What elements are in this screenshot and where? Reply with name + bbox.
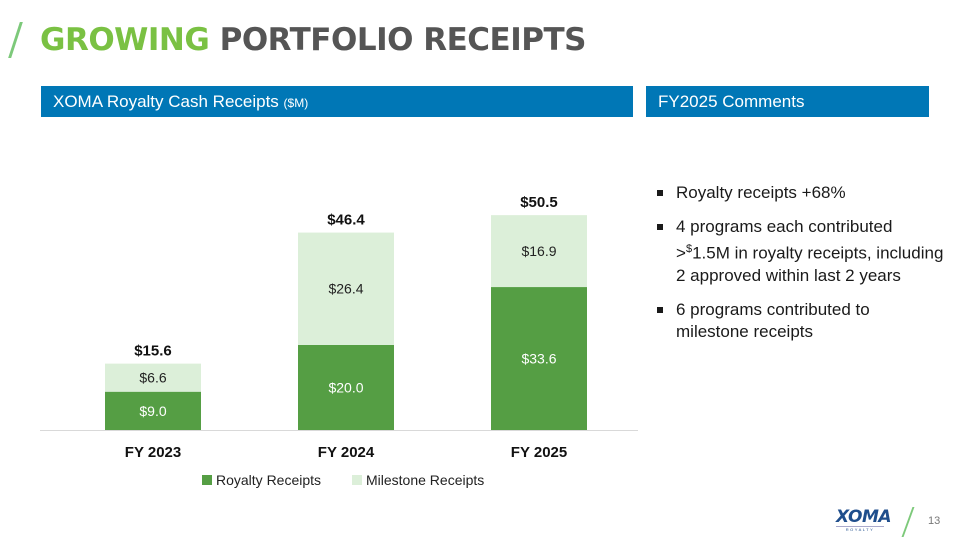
x-tick-label: FY 2025	[511, 444, 567, 461]
comment-item: Royalty receipts +68%	[656, 182, 946, 204]
x-tick-label: FY 2023	[125, 444, 181, 461]
total-label: $46.4	[327, 212, 365, 229]
stacked-bar-chart: $9.0 $6.6 $15.6 FY 2023 $20.0 $26.4 $46.4 FY 20…	[40, 194, 638, 488]
page-title: GROWING PORTFOLIO RECEIPTS	[40, 22, 586, 58]
data-label: $33.6	[521, 351, 556, 367]
bar-royalty	[105, 391, 201, 430]
comment-item: 4 programs each contributed >$1.5M in ro…	[656, 216, 946, 287]
total-label: $50.5	[520, 194, 558, 211]
comment-item: 6 programs contributed to milestone rece…	[656, 299, 946, 343]
data-label: $20.0	[328, 379, 363, 395]
legend-swatch	[352, 475, 362, 485]
x-tick-label: FY 2024	[318, 444, 375, 461]
comments-heading: FY2025 Comments	[658, 92, 805, 111]
footer-slash-decoration	[901, 507, 915, 537]
data-label: $6.6	[139, 370, 166, 386]
comments-heading-band: FY2025 Comments	[646, 86, 929, 117]
total-label: $15.6	[134, 343, 172, 360]
bar-milestone	[105, 363, 201, 392]
title-rest: PORTFOLIO RECEIPTS	[219, 22, 587, 58]
chart-heading: XOMA Royalty Cash Receipts	[53, 92, 279, 111]
legend-label: Royalty Receipts	[216, 472, 321, 488]
data-label: $16.9	[521, 243, 556, 259]
bar-royalty	[491, 287, 587, 430]
bar-milestone	[491, 215, 587, 288]
legend-swatch	[202, 475, 212, 485]
data-label: $9.0	[139, 403, 166, 419]
data-label: $26.4	[328, 281, 363, 297]
title-slash-decoration	[8, 22, 23, 58]
bar-royalty	[298, 344, 394, 430]
xoma-logo: XOMA ROYALTY	[836, 507, 892, 532]
chart-heading-unit: ($M)	[283, 96, 309, 110]
page-number: 13	[928, 515, 941, 527]
bar-milestone	[298, 232, 394, 345]
chart-heading-band: XOMA Royalty Cash Receipts ($M)	[41, 86, 633, 117]
comments-list: Royalty receipts +68% 4 programs each co…	[656, 182, 946, 355]
legend-label: Milestone Receipts	[366, 472, 484, 488]
title-accent: GROWING	[40, 22, 210, 58]
